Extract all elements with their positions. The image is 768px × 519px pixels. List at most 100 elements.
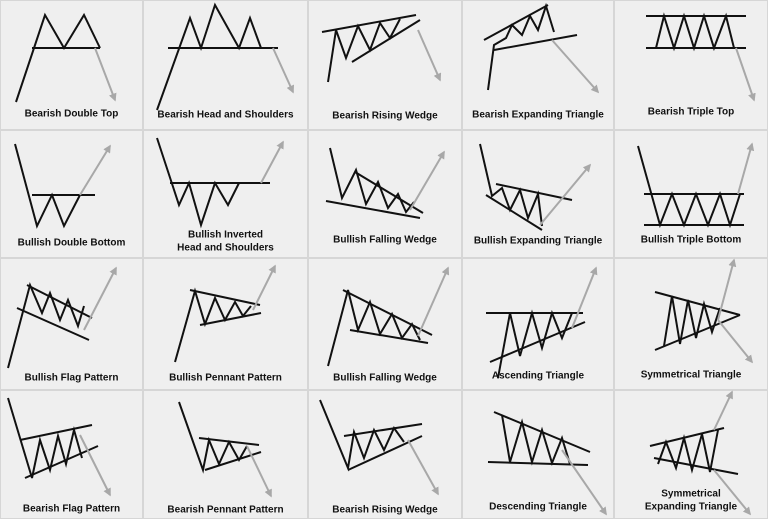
breakout-arrow (246, 445, 272, 498)
breakout-arrow (252, 264, 276, 311)
cell-border (462, 130, 614, 258)
price-path (657, 429, 719, 474)
breakout-arrow (83, 266, 117, 331)
breakout-arrow (551, 39, 600, 94)
price-path (174, 287, 252, 363)
trend-line (343, 423, 423, 437)
trend-line (19, 424, 93, 441)
breakout-arrow (539, 163, 592, 226)
pattern-cell: Bullish Double Bottom (0, 130, 143, 258)
trend-line (351, 19, 421, 63)
breakout-arrow (717, 258, 737, 321)
trend-line (199, 312, 262, 326)
pattern-label: Ascending Triangle (492, 371, 585, 382)
breakout-arrow (417, 266, 450, 337)
pattern-label: Bearish Triple Top (648, 107, 735, 118)
cell-border (308, 258, 462, 390)
breakout-arrow (713, 390, 733, 431)
cell-border (143, 0, 308, 130)
pattern-label: Bearish Pennant Pattern (167, 505, 283, 516)
trend-line (321, 14, 417, 33)
breakout-arrow (717, 319, 754, 364)
pattern-label: Bearish Expanding Triangle (472, 110, 604, 121)
trend-line (349, 329, 429, 344)
price-path (14, 143, 81, 229)
cell-border (0, 130, 143, 258)
cell-border (143, 130, 308, 258)
trend-line (653, 457, 739, 475)
pattern-cell: Bullish Pennant Pattern (143, 258, 308, 390)
pattern-cell: Bullish Falling Wedge (308, 130, 462, 258)
pattern-label: Expanding Triangle (645, 502, 738, 513)
pattern-label: Bullish Falling Wedge (333, 373, 437, 384)
breakout-arrow (713, 469, 752, 516)
pattern-label: Symmetrical Triangle (641, 370, 742, 381)
breakout-arrow (409, 150, 445, 211)
trend-line (493, 34, 578, 51)
pattern-cell: Bullish Inverted Head and Shoulders (143, 130, 308, 258)
price-path (319, 399, 405, 472)
pattern-cell: Bearish Double Top (0, 0, 143, 130)
breakout-arrow (571, 266, 598, 329)
pattern-cell: Bullish Expanding Triangle (462, 130, 614, 258)
price-path (327, 18, 401, 83)
cell-border (308, 130, 462, 258)
price-path (15, 12, 101, 103)
pattern-label: Bearish Head and Shoulders (157, 110, 294, 121)
pattern-label: Bullish Expanding Triangle (474, 236, 603, 247)
trend-line (189, 289, 261, 306)
trend-line (649, 427, 725, 447)
pattern-label: Bullish Pennant Pattern (169, 373, 282, 384)
breakout-arrow (79, 144, 111, 196)
price-path (7, 397, 83, 479)
pattern-cell: Ascending Triangle (462, 258, 614, 390)
trend-line (483, 4, 549, 41)
cell-border (0, 0, 143, 130)
price-path (156, 2, 262, 111)
pattern-cell: Bearish Rising Wedge (308, 0, 462, 130)
pattern-label: Bearish Double Top (25, 109, 119, 120)
pattern-cell: Bearish Pennant Pattern (143, 390, 308, 519)
trend-line (342, 289, 433, 336)
pattern-label: Descending Triangle (489, 502, 587, 513)
breakout-arrow (94, 47, 117, 102)
pattern-cell: Bullish Falling Wedge (308, 258, 462, 390)
trend-line (485, 194, 543, 231)
price-path (178, 401, 248, 474)
breakout-arrow (272, 47, 294, 94)
breakout-arrow (561, 449, 607, 516)
breakout-arrow (735, 47, 756, 102)
pattern-label: Bullish Inverted (188, 230, 263, 241)
cell-border (308, 0, 462, 130)
price-path (637, 145, 741, 229)
price-path (487, 2, 555, 91)
price-path (479, 143, 543, 227)
price-path (156, 137, 240, 229)
cell-border (462, 258, 614, 390)
price-path (497, 309, 573, 379)
trend-line (16, 307, 90, 341)
trend-line (489, 321, 586, 363)
cell-border (462, 0, 614, 130)
breakout-arrow (79, 434, 111, 497)
pattern-cell: Bearish Head and Shoulders (143, 0, 308, 130)
breakout-arrow (407, 439, 439, 496)
pattern-label: Bullish Falling Wedge (333, 235, 437, 246)
pattern-label: Bearish Flag Pattern (23, 504, 120, 515)
pattern-label: Bearish Rising Wedge (332, 505, 438, 516)
price-path (655, 12, 735, 52)
price-path (329, 147, 415, 214)
price-path (327, 289, 421, 367)
trend-line (325, 200, 421, 219)
trend-line (24, 445, 99, 479)
trend-line (654, 291, 741, 316)
pattern-cell: Bullish Flag Pattern (0, 258, 143, 390)
price-path (501, 414, 571, 467)
pattern-label: Bullish Triple Bottom (641, 235, 742, 246)
pattern-cell: Bearish Expanding Triangle (462, 0, 614, 130)
cell-border (0, 258, 143, 390)
pattern-cell: Symmetrical Triangle (614, 258, 768, 390)
